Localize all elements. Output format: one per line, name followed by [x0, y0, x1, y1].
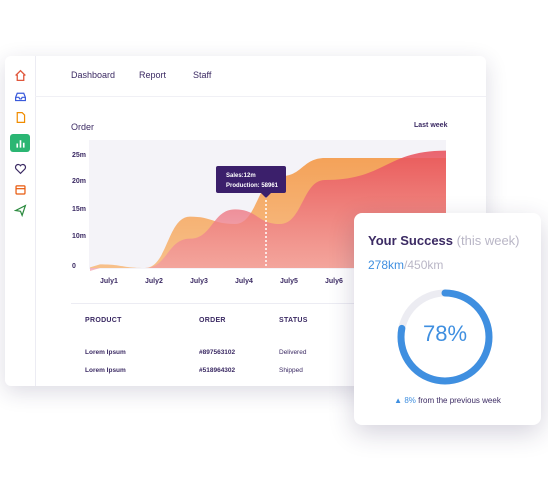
- x-tick-label: July6: [325, 278, 343, 285]
- top-navigation: Dashboard Report Staff: [35, 56, 486, 97]
- row-1-product[interactable]: Lorem Ipsum: [85, 349, 126, 356]
- period-selector[interactable]: Last week: [414, 122, 448, 129]
- success-card: Your Success (this week) 278km/450km 78%…: [354, 213, 541, 425]
- distance-readout: 278km/450km: [368, 258, 443, 272]
- success-title-text: Your Success: [368, 233, 454, 248]
- row-1-order: #897563102: [199, 349, 236, 356]
- sidebar-item-home[interactable]: [10, 66, 30, 84]
- chart-icon: [15, 139, 25, 148]
- row-2-product[interactable]: Lorem Ipsum: [85, 367, 126, 374]
- success-title: Your Success (this week): [368, 233, 520, 248]
- row-1-status: Delivered: [279, 349, 307, 356]
- x-tick-label: July3: [190, 278, 208, 285]
- y-tick-label: 0: [72, 263, 76, 270]
- sidebar-item-calendar[interactable]: [10, 180, 30, 198]
- sidebar-item-document[interactable]: [10, 108, 30, 126]
- sidebar-item-chart[interactable]: [10, 134, 30, 152]
- change-value: 8%: [404, 396, 416, 405]
- change-text: from the previous week: [418, 396, 501, 405]
- home-icon: [14, 69, 26, 81]
- y-tick-label: 25m: [72, 152, 86, 159]
- success-subtitle: (this week): [456, 233, 520, 248]
- sidebar-item-favorites[interactable]: [10, 159, 30, 177]
- row-2-order: #518964302: [199, 367, 236, 374]
- y-tick-label: 15m: [72, 206, 86, 213]
- distance-value: 278km: [368, 258, 405, 272]
- progress-ring: 78%: [393, 285, 497, 389]
- tab-report[interactable]: Report: [139, 70, 167, 80]
- heart-icon: [14, 163, 26, 174]
- column-header-order: ORDER: [199, 317, 226, 324]
- calendar-icon: [14, 184, 26, 195]
- tooltip-line-sales: Sales:12m: [226, 173, 256, 179]
- row-2-status: Shipped: [279, 367, 303, 374]
- y-tick-label: 20m: [72, 178, 86, 185]
- column-header-product: PRODUCT: [85, 317, 122, 324]
- sidebar: [5, 56, 36, 386]
- tab-staff[interactable]: Staff: [193, 70, 212, 80]
- document-icon: [16, 111, 25, 123]
- tab-dashboard[interactable]: Dashboard: [71, 70, 116, 80]
- distance-separator: /: [404, 258, 408, 272]
- x-tick-label: July4: [235, 278, 253, 285]
- up-arrow-icon: ▲: [394, 396, 403, 405]
- x-tick-label: July5: [280, 278, 298, 285]
- column-header-status: STATUS: [279, 317, 308, 324]
- change-note: ▲ 8% from the previous week: [354, 396, 541, 405]
- x-tick-label: July2: [145, 278, 163, 285]
- chart-tooltip: Sales:12m Production: 58961: [216, 166, 286, 198]
- send-icon: [13, 203, 26, 217]
- y-tick-label: 10m: [72, 233, 86, 240]
- chart-title: Order: [71, 122, 95, 132]
- progress-ring-fill: [397, 289, 493, 385]
- x-tick-label: July1: [100, 278, 118, 285]
- inbox-icon: [14, 92, 26, 101]
- progress-percent: 78%: [422, 321, 468, 346]
- tooltip-line-production: Production: 58961: [226, 183, 279, 189]
- sidebar-item-inbox[interactable]: [10, 87, 30, 105]
- orders-table: PRODUCT ORDER STATUS Lorem Ipsum #897563…: [71, 303, 401, 386]
- distance-total: 450km: [407, 258, 444, 272]
- sidebar-item-send[interactable]: [10, 201, 30, 219]
